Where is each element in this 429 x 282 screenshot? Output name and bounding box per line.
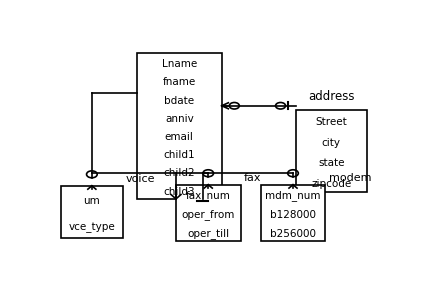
Text: oper_till: oper_till: [187, 228, 229, 239]
Bar: [260, 185, 326, 241]
Text: state: state: [318, 158, 344, 168]
Text: Street: Street: [315, 117, 347, 127]
Text: child1: child1: [163, 150, 195, 160]
Text: modem: modem: [329, 173, 371, 182]
Bar: [137, 53, 222, 199]
Text: address: address: [308, 90, 354, 103]
Text: anniv: anniv: [165, 114, 193, 124]
Text: child2: child2: [163, 168, 195, 179]
Text: vce_type: vce_type: [69, 222, 115, 233]
Text: b256000: b256000: [270, 229, 316, 239]
Text: fax_num: fax_num: [186, 191, 231, 202]
Bar: [296, 110, 367, 192]
Text: b128000: b128000: [270, 210, 316, 220]
Text: email: email: [165, 132, 194, 142]
Bar: [61, 186, 123, 238]
Text: voice: voice: [126, 174, 155, 184]
Text: zipcode: zipcode: [311, 179, 351, 189]
Text: oper_from: oper_from: [181, 210, 235, 220]
Text: mdm_num: mdm_num: [265, 191, 321, 202]
Text: um: um: [84, 197, 100, 206]
Text: bdate: bdate: [164, 96, 194, 106]
Text: fname: fname: [163, 78, 196, 87]
Text: city: city: [322, 138, 341, 148]
Text: child3: child3: [163, 187, 195, 197]
Text: Lname: Lname: [162, 59, 197, 69]
Text: fax: fax: [244, 173, 261, 182]
Bar: [176, 185, 241, 241]
